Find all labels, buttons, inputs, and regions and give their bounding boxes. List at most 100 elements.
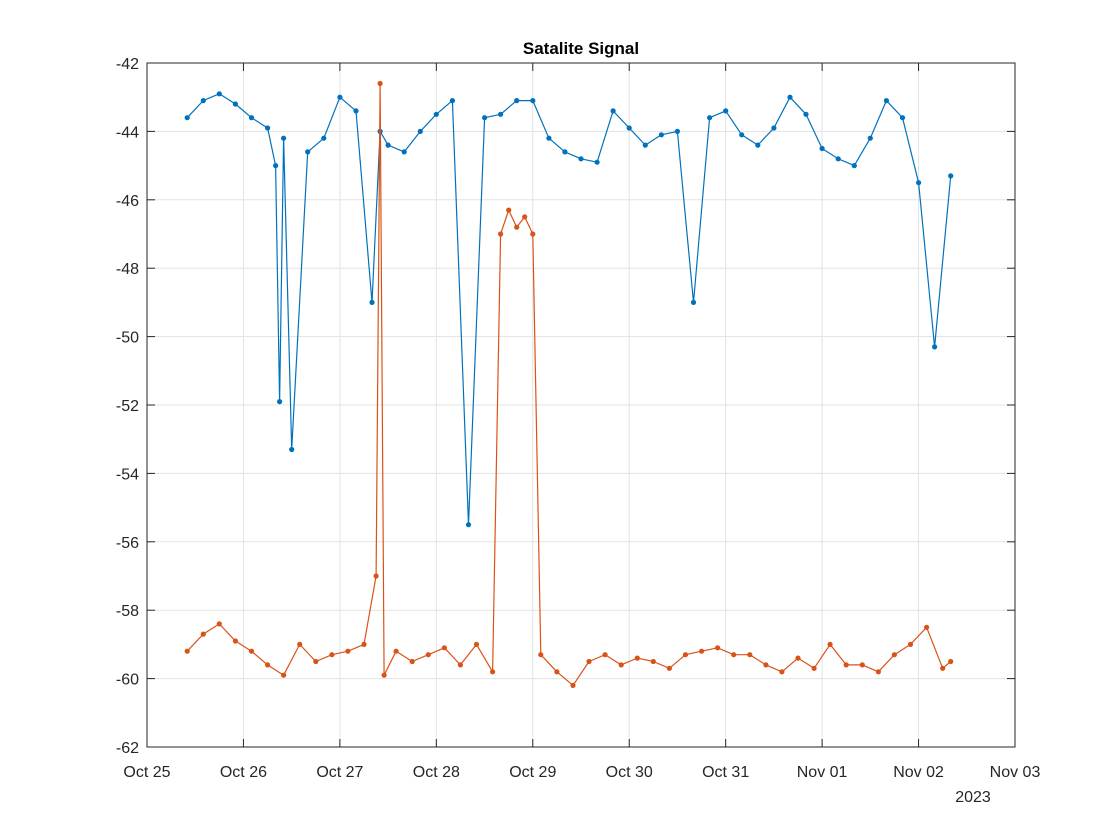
series-2-point <box>498 231 504 237</box>
y-tick-label: -54 <box>116 466 139 483</box>
x-tick-label: Oct 30 <box>606 764 653 781</box>
series-2-point <box>297 641 303 648</box>
x-tick-label: Oct 28 <box>413 764 460 781</box>
x-tick-label: Nov 01 <box>797 764 848 781</box>
series-1-point <box>216 91 222 97</box>
series-2-point <box>373 573 379 579</box>
series-1-point <box>273 163 279 169</box>
series-1-point <box>184 115 190 121</box>
series-1-point <box>417 128 423 134</box>
series-2-point <box>216 621 222 627</box>
series-2-point <box>602 652 608 658</box>
series-layer <box>184 80 954 689</box>
series-1-point <box>433 111 439 117</box>
series-2-point <box>795 655 801 661</box>
series-2-point <box>779 669 785 675</box>
series-1-point <box>883 98 890 104</box>
series-1-point <box>707 115 713 121</box>
series-1-point <box>289 446 295 453</box>
series-2-point <box>514 224 520 230</box>
series-2-point <box>473 641 480 648</box>
x-tick-label: Oct 25 <box>123 764 170 781</box>
series-2-point <box>859 662 865 668</box>
series-1-point <box>739 132 745 138</box>
series-2-point <box>634 655 640 661</box>
series-1-point <box>690 299 697 305</box>
series-2-point <box>506 207 512 213</box>
series-2-point <box>200 631 206 637</box>
series-2-point <box>281 672 287 678</box>
x-tick-label: Oct 31 <box>702 764 749 781</box>
series-2-point <box>875 669 882 675</box>
series-1-point <box>787 94 793 100</box>
series-1-point <box>385 142 391 148</box>
series-1-point <box>594 159 600 165</box>
series-1-point <box>755 142 761 148</box>
series-1-point <box>337 94 343 100</box>
series-2-point <box>490 669 496 675</box>
series-2-point <box>891 652 898 658</box>
series-1-point <box>277 399 283 405</box>
y-tick-label: -42 <box>116 56 139 73</box>
series-2-point <box>248 648 255 654</box>
series-2-point <box>699 648 705 654</box>
series-1-point <box>265 125 271 131</box>
series-2-point <box>731 652 737 658</box>
series-1-point <box>642 142 648 148</box>
series-2-point <box>907 641 914 648</box>
series-2-point <box>940 665 946 671</box>
series-2-point <box>522 214 528 220</box>
series-1-point <box>546 135 552 141</box>
x-axis-year-label: 2023 <box>955 789 991 806</box>
series-2-point <box>747 652 753 658</box>
series-2-point <box>184 648 190 654</box>
axis-tick-labels: Oct 25 Oct 26 Oct 27 Oct 28 Oct 29 Oct 30 Oct … <box>116 56 1041 781</box>
series-1-point <box>562 149 568 155</box>
series-1-point <box>948 173 954 179</box>
y-tick-label: -46 <box>116 193 139 210</box>
y-tick-label: -58 <box>116 603 139 620</box>
series-2-point <box>530 231 536 237</box>
series-2-point <box>763 662 769 668</box>
series-1-line <box>186 93 952 526</box>
series-1-point <box>610 108 616 114</box>
series-1-point <box>723 108 729 114</box>
series-2-point <box>345 648 351 654</box>
series-1-point <box>530 98 536 104</box>
x-tick-label: Oct 27 <box>316 764 363 781</box>
y-tick-label: -48 <box>116 261 139 278</box>
series-2-point <box>682 652 689 658</box>
series-1-point <box>803 111 809 117</box>
x-tick-label: Oct 29 <box>509 764 556 781</box>
series-1-point <box>578 156 584 162</box>
series-2-point <box>618 662 624 668</box>
series-1-point <box>916 180 922 186</box>
series-2-point <box>586 658 592 665</box>
series-2-point <box>570 682 576 689</box>
series-2-point <box>425 652 431 658</box>
series-2-line <box>186 82 952 687</box>
series-2-point <box>948 658 954 665</box>
y-tick-label: -52 <box>116 398 139 415</box>
series-2-point <box>377 80 383 87</box>
series-2-point <box>538 652 544 658</box>
x-tick-label: Oct 26 <box>220 764 267 781</box>
series-2-point <box>457 662 463 668</box>
series-1-point <box>305 149 311 155</box>
series-1-point <box>465 522 472 528</box>
series-1-point <box>899 115 906 121</box>
x-tick-label: Nov 03 <box>990 764 1041 781</box>
series-2-point <box>409 658 415 665</box>
series-1-point <box>658 132 665 138</box>
series-1-point <box>626 125 632 131</box>
y-tick-label: -62 <box>116 740 139 757</box>
series-2-point <box>554 669 560 675</box>
series-2-point <box>381 672 387 678</box>
series-1-point <box>482 115 488 121</box>
series-1-point <box>771 125 777 131</box>
y-tick-label: -56 <box>116 535 139 552</box>
axis-ticks <box>146 62 1016 748</box>
series-2-point <box>666 665 673 671</box>
series-2-point <box>843 662 849 668</box>
